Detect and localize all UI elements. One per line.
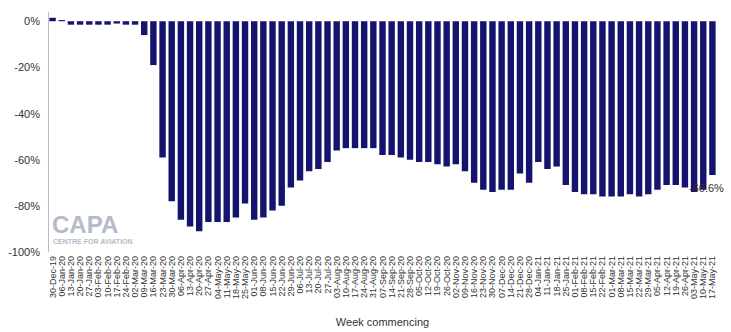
svg-text:08-Jun-20: 08-Jun-20 bbox=[258, 256, 269, 297]
svg-text:06-Jul-20: 06-Jul-20 bbox=[295, 256, 305, 294]
svg-text:19-Oct-20: 19-Oct-20 bbox=[432, 256, 443, 296]
svg-text:20-Jul-20: 20-Jul-20 bbox=[313, 256, 324, 294]
svg-text:22-Mar-21: 22-Mar-21 bbox=[634, 256, 645, 298]
svg-text:29-Jun-20: 29-Jun-20 bbox=[285, 256, 296, 297]
svg-text:02-Nov-20: 02-Nov-20 bbox=[450, 256, 461, 298]
svg-text:06-Apr-20: 06-Apr-20 bbox=[175, 256, 186, 296]
svg-text:-100%: -100% bbox=[8, 246, 40, 258]
svg-text:-20%: -20% bbox=[14, 61, 40, 73]
svg-text:29-Mar-21: 29-Mar-21 bbox=[643, 256, 654, 298]
svg-text:CENTRE FOR AVIATION: CENTRE FOR AVIATION bbox=[53, 238, 133, 245]
svg-text:11-May-20: 11-May-20 bbox=[221, 256, 232, 299]
svg-text:15-Jun-20: 15-Jun-20 bbox=[267, 256, 278, 297]
svg-text:10-Aug-20: 10-Aug-20 bbox=[340, 256, 351, 298]
svg-text:22-Feb-21: 22-Feb-21 bbox=[597, 256, 608, 298]
svg-text:24-Aug-20: 24-Aug-20 bbox=[359, 256, 370, 298]
svg-text:-80%: -80% bbox=[14, 200, 40, 212]
svg-text:15-Feb-21: 15-Feb-21 bbox=[588, 256, 599, 298]
svg-text:27-Apr-20: 27-Apr-20 bbox=[203, 256, 214, 296]
svg-text:17-May-21: 17-May-21 bbox=[707, 256, 717, 299]
svg-text:17-Aug-20: 17-Aug-20 bbox=[350, 256, 360, 298]
svg-text:CAPA: CAPA bbox=[52, 211, 118, 238]
svg-text:25-May-20: 25-May-20 bbox=[240, 256, 250, 299]
svg-text:14-Dec-20: 14-Dec-20 bbox=[505, 256, 516, 298]
svg-text:10-Feb-20: 10-Feb-20 bbox=[102, 256, 113, 298]
svg-text:03-Feb-20: 03-Feb-20 bbox=[93, 256, 104, 298]
svg-text:07-Sep-20: 07-Sep-20 bbox=[377, 256, 388, 298]
svg-text:0%: 0% bbox=[24, 15, 40, 27]
svg-text:30-Nov-20: 30-Nov-20 bbox=[487, 256, 498, 298]
svg-text:10-May-21: 10-May-21 bbox=[698, 256, 709, 299]
svg-text:31-Aug-20: 31-Aug-20 bbox=[368, 256, 379, 298]
svg-text:-66.6%: -66.6% bbox=[689, 182, 724, 194]
svg-text:12-Apr-21: 12-Apr-21 bbox=[661, 256, 672, 296]
svg-text:27-Jul-20: 27-Jul-20 bbox=[322, 256, 333, 294]
svg-text:03-May-21: 03-May-21 bbox=[689, 256, 700, 299]
svg-text:18-Jan-21: 18-Jan-21 bbox=[551, 256, 562, 297]
svg-text:07-Dec-20: 07-Dec-20 bbox=[496, 256, 507, 298]
svg-text:12-Oct-20: 12-Oct-20 bbox=[423, 256, 434, 296]
svg-text:16-Nov-20: 16-Nov-20 bbox=[469, 256, 480, 298]
svg-text:01-Jun-20: 01-Jun-20 bbox=[249, 256, 260, 297]
svg-text:09-Mar-20: 09-Mar-20 bbox=[139, 256, 150, 298]
svg-text:21-Dec-20: 21-Dec-20 bbox=[515, 256, 525, 298]
svg-text:20-Jan-20: 20-Jan-20 bbox=[75, 256, 86, 297]
svg-text:26-Oct-20: 26-Oct-20 bbox=[441, 256, 452, 296]
svg-text:13-Jul-20: 13-Jul-20 bbox=[304, 256, 315, 294]
svg-text:14-Sep-20: 14-Sep-20 bbox=[386, 256, 397, 298]
svg-text:15-Mar-21: 15-Mar-21 bbox=[624, 256, 635, 298]
svg-text:23-Mar-20: 23-Mar-20 bbox=[157, 256, 168, 298]
svg-text:25-Jan-21: 25-Jan-21 bbox=[560, 256, 571, 297]
svg-text:26-Apr-21: 26-Apr-21 bbox=[679, 256, 690, 296]
svg-text:21-Sep-20: 21-Sep-20 bbox=[395, 256, 406, 298]
svg-text:05-Oct-20: 05-Oct-20 bbox=[414, 256, 425, 296]
svg-text:05-Apr-21: 05-Apr-21 bbox=[652, 256, 663, 296]
svg-text:08-Feb-21: 08-Feb-21 bbox=[579, 256, 590, 298]
svg-text:01-Feb-21: 01-Feb-21 bbox=[570, 256, 580, 298]
svg-text:23-Nov-20: 23-Nov-20 bbox=[478, 256, 489, 298]
svg-text:04-May-20: 04-May-20 bbox=[212, 256, 223, 299]
svg-text:03-Aug-20: 03-Aug-20 bbox=[331, 256, 342, 298]
svg-text:Week commencing: Week commencing bbox=[336, 316, 429, 328]
svg-text:17-Feb-20: 17-Feb-20 bbox=[111, 256, 122, 298]
svg-text:28-Dec-20: 28-Dec-20 bbox=[524, 256, 535, 298]
svg-text:11-Jan-21: 11-Jan-21 bbox=[542, 256, 553, 296]
svg-text:30-Mar-20: 30-Mar-20 bbox=[166, 256, 177, 298]
svg-text:20-Apr-20: 20-Apr-20 bbox=[194, 256, 205, 296]
svg-text:30-Dec-19: 30-Dec-19 bbox=[47, 256, 58, 298]
svg-text:01-Mar-21: 01-Mar-21 bbox=[606, 256, 617, 298]
svg-text:-40%: -40% bbox=[14, 108, 40, 120]
svg-text:13-Apr-20: 13-Apr-20 bbox=[185, 256, 195, 296]
svg-text:06-Jan-20: 06-Jan-20 bbox=[56, 256, 67, 297]
svg-text:-60%: -60% bbox=[14, 154, 40, 166]
svg-text:09-Nov-20: 09-Nov-20 bbox=[460, 256, 470, 298]
svg-text:19-Apr-21: 19-Apr-21 bbox=[670, 256, 681, 296]
svg-text:08-Mar-21: 08-Mar-21 bbox=[615, 256, 626, 298]
svg-text:16-Mar-20: 16-Mar-20 bbox=[148, 256, 159, 298]
svg-text:04-Jan-21: 04-Jan-21 bbox=[533, 256, 544, 297]
svg-text:18-May-20: 18-May-20 bbox=[230, 256, 241, 299]
svg-text:24-Feb-20: 24-Feb-20 bbox=[120, 256, 131, 298]
svg-text:22-Jun-20: 22-Jun-20 bbox=[276, 256, 287, 297]
svg-text:28-Sep-20: 28-Sep-20 bbox=[405, 256, 415, 298]
svg-text:02-Mar-20: 02-Mar-20 bbox=[130, 256, 141, 298]
svg-text:13-Jan-20: 13-Jan-20 bbox=[65, 256, 76, 297]
svg-text:27-Jan-20: 27-Jan-20 bbox=[84, 256, 95, 297]
